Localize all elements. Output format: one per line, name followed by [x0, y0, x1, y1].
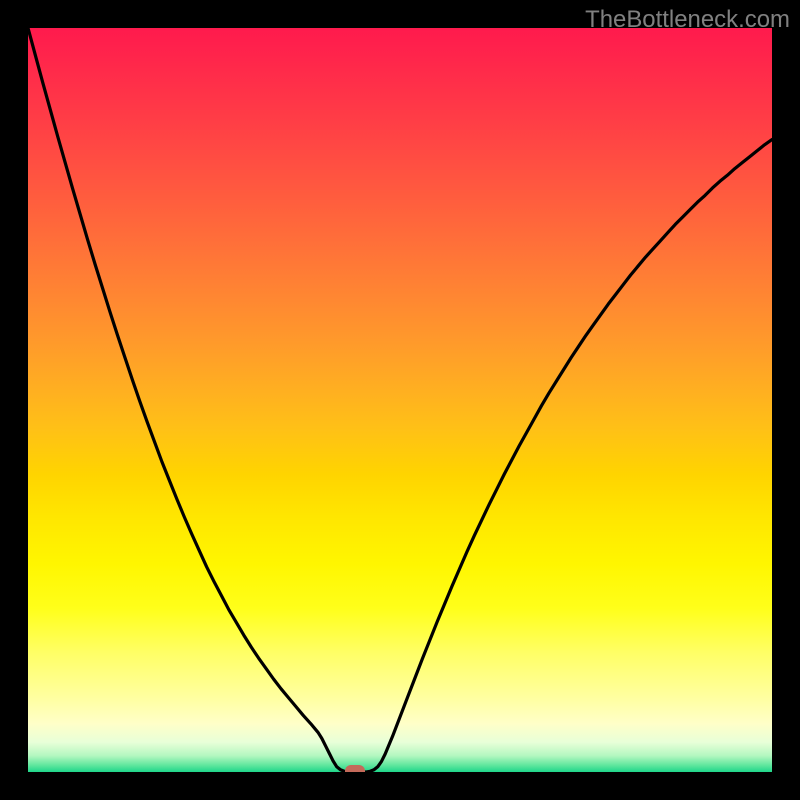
curve-layer [28, 28, 772, 772]
optimum-marker [345, 765, 365, 772]
plot-area [28, 28, 772, 772]
watermark-text: TheBottleneck.com [585, 6, 790, 34]
